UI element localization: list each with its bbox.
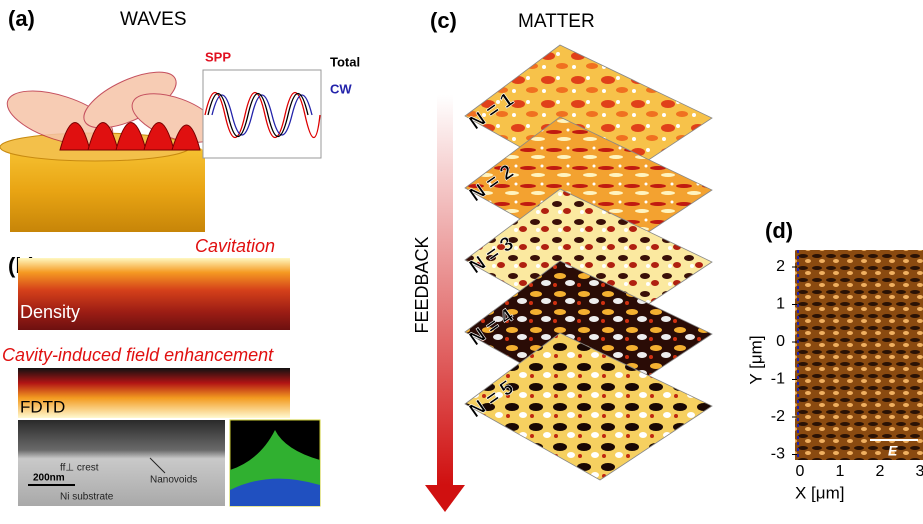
layer-map <box>464 332 713 481</box>
density-map <box>18 258 290 330</box>
eds-region <box>230 478 320 506</box>
arrow-head <box>425 485 465 512</box>
inset-label: CW <box>330 81 352 96</box>
x-tick-label: 0 <box>796 463 805 480</box>
spp-peaks <box>59 122 201 151</box>
field-label: E <box>888 443 898 459</box>
annotation: Nanovoids <box>150 475 197 486</box>
panel-title: MATTER <box>518 11 595 32</box>
sem-image <box>18 420 225 506</box>
annotation: Cavitation <box>195 236 275 256</box>
annotation: FDTD <box>20 397 65 416</box>
y-tick-label: 0 <box>776 333 785 350</box>
annotation: Ni substrate <box>60 492 114 503</box>
x-tick-label: 1 <box>836 463 845 480</box>
x-tick-label: 3 <box>916 463 923 480</box>
feedback-arrow <box>437 95 453 485</box>
inset-plot <box>202 69 322 159</box>
annotation: Cavity-induced field enhancement <box>2 345 274 365</box>
ticks: 2 1 0 -1 -2 -3 0 1 2 3 <box>771 258 923 480</box>
y-tick-label: -2 <box>771 408 785 425</box>
annotation: ff⊥ crest <box>60 463 99 474</box>
arrow-label: FEEDBACK <box>412 236 432 333</box>
panel-label: (c) <box>430 8 457 33</box>
inset-label: SPP <box>205 49 231 64</box>
x-tick-label: 2 <box>876 463 885 480</box>
inset-curves <box>204 92 321 138</box>
axis-title: Y [μm] <box>746 335 765 384</box>
layer-stack: N = 1N = 2N = 3N = 4N = 5 <box>464 44 713 481</box>
inset-label: Total <box>330 54 360 69</box>
annotation: Density <box>20 302 80 322</box>
pointer <box>149 457 166 474</box>
fdtd-map <box>18 368 290 418</box>
panel-title: WAVES <box>120 9 187 30</box>
y-tick-label: 2 <box>776 258 785 275</box>
axis-title: X [μm] <box>795 483 844 502</box>
y-tick-label: 1 <box>776 296 785 313</box>
map-image <box>795 250 923 460</box>
panel-label: (a) <box>8 6 35 31</box>
y-tick-label: -1 <box>771 371 785 388</box>
metal-slab <box>10 148 205 232</box>
y-tick-label: -3 <box>771 446 785 463</box>
annotation: 200nm <box>33 473 65 484</box>
panel-label: (d) <box>765 218 793 243</box>
